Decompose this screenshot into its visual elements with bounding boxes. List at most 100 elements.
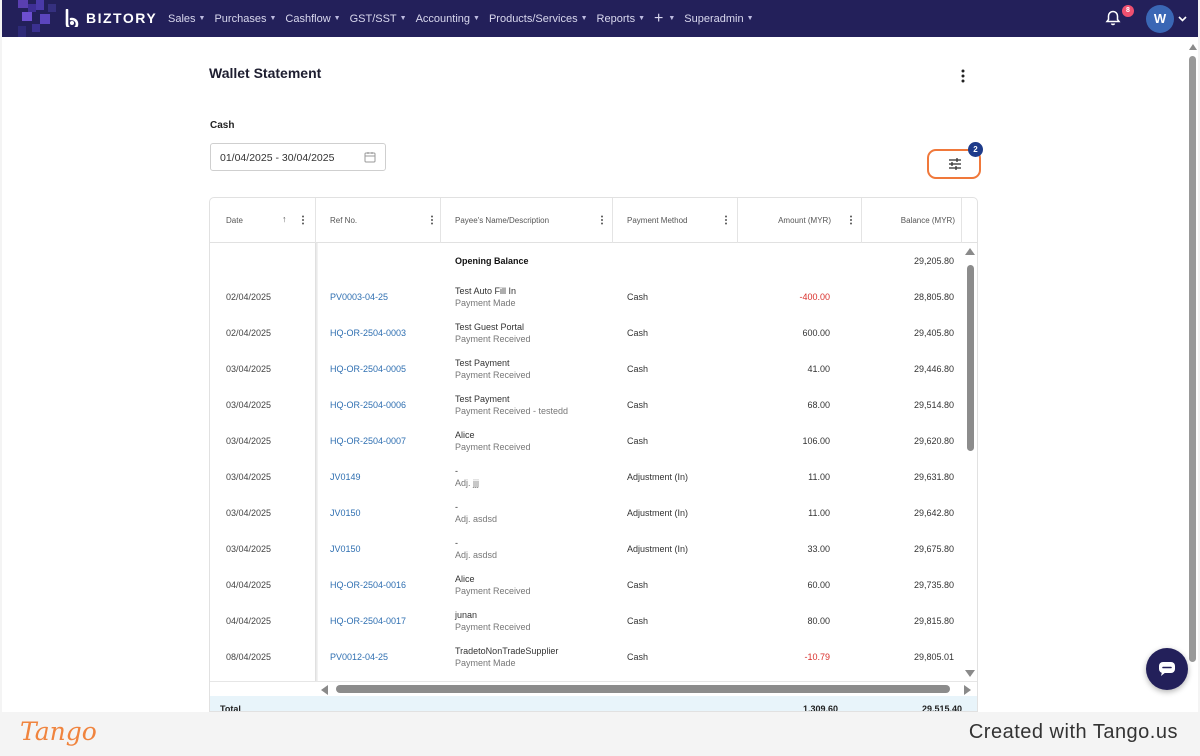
menu-reports[interactable]: Reports ▼ bbox=[597, 13, 645, 25]
sort-ascending-icon[interactable]: ↑ bbox=[282, 214, 287, 224]
tango-footer: Tango Created with Tango.us bbox=[0, 712, 1200, 756]
chevron-down-icon: ▼ bbox=[269, 15, 277, 22]
balance-cell: 29,620.80 bbox=[913, 436, 954, 446]
menu-accounting[interactable]: Accounting ▼ bbox=[416, 13, 480, 25]
brand-logo[interactable]: BIZTORY bbox=[64, 9, 157, 27]
bell-icon[interactable] bbox=[1105, 10, 1121, 26]
chevron-down-icon: ▼ bbox=[580, 15, 588, 22]
balance-cell: 29,805.01 bbox=[913, 652, 954, 662]
column-menu-icon[interactable] bbox=[723, 215, 729, 225]
column-header-balance[interactable]: Balance (MYR) bbox=[862, 198, 962, 243]
filter-count-badge: 2 bbox=[968, 142, 983, 157]
column-menu-icon[interactable] bbox=[429, 215, 435, 225]
chevron-down-icon[interactable] bbox=[1178, 14, 1187, 23]
ref-link[interactable]: HQ-OR-2504-0016 bbox=[330, 580, 407, 590]
notification-badge: 8 bbox=[1122, 5, 1134, 17]
menu-purchases[interactable]: Purchases ▼ bbox=[214, 13, 276, 25]
scroll-thumb[interactable] bbox=[1189, 56, 1196, 662]
created-with-text: Created with Tango.us bbox=[968, 721, 1178, 743]
payment-method-cell: Cash bbox=[627, 652, 649, 662]
table-vertical-scrollbar[interactable] bbox=[962, 243, 977, 681]
column-menu-icon[interactable] bbox=[300, 215, 306, 225]
scroll-left-arrow-icon[interactable] bbox=[321, 685, 328, 695]
ref-link[interactable]: PV0003-04-25 bbox=[330, 292, 389, 302]
description-cell: Adj. asdsd bbox=[455, 550, 498, 560]
table-row[interactable]: 03/04/2025 JV0149 - Adj. jjj Adjustment (In)… bbox=[210, 459, 962, 495]
balance-cell: 29,735.80 bbox=[913, 580, 954, 590]
scroll-thumb[interactable] bbox=[967, 265, 974, 451]
total-balance: 29,515.40 bbox=[921, 704, 962, 712]
table-row[interactable]: 03/04/2025 HQ-OR-2504-0006 Test Payment Pay… bbox=[210, 387, 962, 423]
description-cell: Payment Received - testedd bbox=[455, 406, 569, 416]
scroll-thumb[interactable] bbox=[336, 685, 950, 693]
opening-balance-row: Opening Balance 29,205.80 bbox=[210, 243, 962, 279]
date-cell: 04/04/2025 bbox=[226, 616, 272, 626]
menu-superadmin[interactable]: Superadmin ▼ bbox=[684, 13, 753, 25]
calendar-icon[interactable] bbox=[364, 151, 376, 163]
payment-method-cell: Cash bbox=[627, 436, 649, 446]
total-amount: 1,309.60 bbox=[802, 704, 838, 712]
top-navbar: BIZTORY Sales ▼ Purchases ▼ Cashflow ▼ GST/… bbox=[2, 0, 1198, 37]
total-row: Total 1,309.60 29,515.40 bbox=[210, 696, 977, 712]
ref-link[interactable]: HQ-OR-2504-0005 bbox=[330, 364, 407, 374]
brand-pixel-decoration bbox=[18, 0, 68, 37]
main-menu: Sales ▼ Purchases ▼ Cashflow ▼ GST/SST ▼ Acc… bbox=[168, 0, 763, 37]
amount-cell: 41.00 bbox=[807, 364, 830, 374]
ref-link[interactable]: JV0149 bbox=[330, 472, 361, 482]
column-header-ref[interactable]: Ref No. bbox=[316, 198, 441, 243]
ref-link[interactable]: JV0150 bbox=[330, 508, 361, 518]
column-header-method[interactable]: Payment Method bbox=[613, 198, 738, 243]
payee-name-cell: - bbox=[455, 466, 458, 476]
user-avatar[interactable]: W bbox=[1146, 5, 1174, 33]
table-row[interactable]: 02/04/2025 HQ-OR-2504-0003 Test Guest Port… bbox=[210, 315, 962, 351]
payee-name-cell: Test Auto Fill In bbox=[455, 286, 517, 296]
column-header-amount[interactable]: Amount (MYR) bbox=[738, 198, 862, 243]
column-menu-icon[interactable] bbox=[848, 215, 854, 225]
ref-link[interactable]: PV0012-04-25 bbox=[330, 652, 389, 662]
menu-label: Superadmin bbox=[684, 12, 744, 25]
table-horizontal-scrollbar[interactable] bbox=[210, 681, 977, 696]
table-row[interactable]: 03/04/2025 JV0150 - Adj. asdsd Adjustment (I… bbox=[210, 531, 962, 567]
date-cell: 03/04/2025 bbox=[226, 364, 272, 374]
table-row[interactable]: 03/04/2025 JV0150 - Adj. asdsd Adjustment (I… bbox=[210, 495, 962, 531]
balance-cell: 29,642.80 bbox=[913, 508, 954, 518]
scroll-up-arrow-icon[interactable] bbox=[965, 248, 975, 255]
table-row[interactable]: 08/04/2025 PV0012-04-25 TradetoNonTradeSup… bbox=[210, 639, 962, 675]
table-row[interactable]: 02/04/2025 PV0003-04-25 Test Auto Fill In P… bbox=[210, 279, 962, 315]
menu-sales[interactable]: Sales ▼ bbox=[168, 13, 205, 25]
menu-cashflow[interactable]: Cashflow ▼ bbox=[285, 13, 340, 25]
ref-link[interactable]: HQ-OR-2504-0017 bbox=[330, 616, 407, 626]
column-header-payee[interactable]: Payee's Name/Description bbox=[441, 198, 613, 243]
chevron-down-icon: ▼ bbox=[473, 15, 480, 22]
column-header-date[interactable]: Date ↑ bbox=[210, 198, 316, 243]
chat-support-button[interactable] bbox=[1146, 648, 1188, 690]
menu-label: Cashflow bbox=[285, 12, 331, 25]
table-row[interactable]: 04/04/2025 HQ-OR-2504-0017 junan Payment Re… bbox=[210, 603, 962, 639]
payee-name-cell: Test Payment bbox=[455, 394, 510, 404]
scroll-up-arrow-icon[interactable] bbox=[1189, 44, 1197, 50]
more-options-icon[interactable] bbox=[956, 68, 970, 84]
ref-link[interactable]: HQ-OR-2504-0006 bbox=[330, 400, 407, 410]
ref-link[interactable]: JV0150 bbox=[330, 544, 361, 554]
table-row[interactable]: 04/04/2025 HQ-OR-2504-0016 Alice Payment Re… bbox=[210, 567, 962, 603]
menu-quick-add[interactable]: + ▼ bbox=[654, 10, 675, 28]
scroll-right-arrow-icon[interactable] bbox=[964, 685, 971, 695]
table-row[interactable]: 03/04/2025 HQ-OR-2504-0005 Test Payment Pay… bbox=[210, 351, 962, 387]
date-range-field[interactable]: 01/04/2025 - 30/04/2025 bbox=[210, 143, 386, 171]
wallet-label: Cash bbox=[210, 120, 235, 131]
scroll-down-arrow-icon[interactable] bbox=[965, 670, 975, 677]
table-row[interactable]: 03/04/2025 HQ-OR-2504-0007 Alice Payment Re… bbox=[210, 423, 962, 459]
payee-name-cell: - bbox=[455, 538, 458, 548]
menu-gst-sst[interactable]: GST/SST ▼ bbox=[350, 13, 407, 25]
page-scrollbar[interactable] bbox=[1188, 40, 1198, 712]
ref-link[interactable]: HQ-OR-2504-0007 bbox=[330, 436, 407, 446]
payee-name-cell: Alice bbox=[455, 574, 475, 584]
payment-method-cell: Adjustment (In) bbox=[627, 472, 689, 482]
chevron-down-icon: ▼ bbox=[746, 15, 754, 22]
description-cell: Payment Received bbox=[455, 334, 531, 344]
menu-products-services[interactable]: Products/Services ▼ bbox=[489, 13, 588, 25]
chevron-down-icon: ▼ bbox=[198, 15, 206, 22]
column-label: Date bbox=[226, 216, 243, 225]
ref-link[interactable]: HQ-OR-2504-0003 bbox=[330, 328, 407, 338]
column-menu-icon[interactable] bbox=[599, 215, 605, 225]
